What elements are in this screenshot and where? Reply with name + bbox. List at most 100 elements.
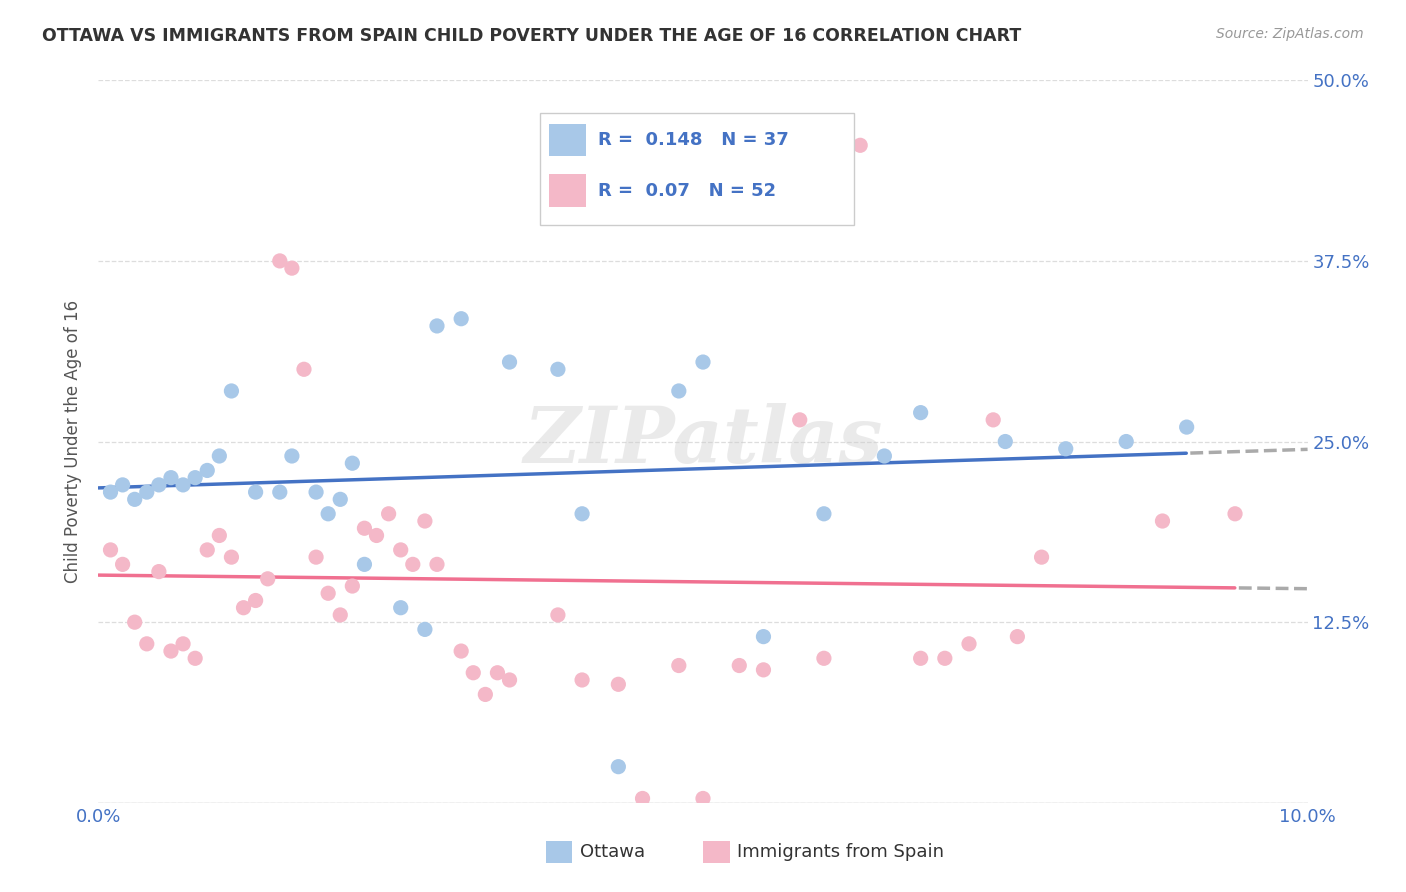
Point (148, 565, 170, 579)
Point (184, 651, 207, 665)
Point (413, 514, 436, 528)
Point (329, 607, 352, 622)
Point (571, 673, 593, 687)
Point (910, 651, 932, 665)
Point (221, 550, 243, 565)
Point (607, 677, 630, 691)
Point (148, 478, 170, 492)
Point (873, 449, 896, 463)
Point (389, 600, 412, 615)
Point (474, 687, 496, 701)
Point (486, 665, 509, 680)
Point (571, 507, 593, 521)
Point (498, 673, 520, 687)
Point (910, 406, 932, 420)
Point (981, 413, 1004, 427)
Point (1223, 507, 1246, 521)
Point (353, 521, 375, 535)
Point (111, 558, 134, 572)
Text: R =  0.07   N = 52: R = 0.07 N = 52 (598, 182, 776, 200)
Point (668, 384, 690, 398)
Point (245, 485, 267, 500)
Point (281, 449, 304, 463)
Point (994, 434, 1017, 449)
Point (135, 637, 157, 651)
Point (463, 665, 485, 680)
Point (692, 355, 714, 369)
Point (752, 630, 775, 644)
Point (100, 542, 122, 557)
Point (269, 485, 291, 500)
Point (366, 528, 388, 542)
FancyBboxPatch shape (703, 841, 730, 863)
Point (1175, 420, 1198, 434)
Point (135, 485, 157, 500)
Point (208, 449, 231, 463)
Point (389, 542, 412, 557)
Point (124, 492, 146, 507)
Point (195, 463, 218, 477)
Point (789, 413, 811, 427)
Point (631, 791, 654, 805)
Point (450, 311, 472, 326)
Point (668, 658, 690, 673)
Point (692, 791, 714, 805)
Point (426, 558, 449, 572)
Point (413, 623, 436, 637)
Point (269, 253, 291, 268)
Point (752, 663, 775, 677)
Point (292, 362, 315, 376)
Y-axis label: Child Poverty Under the Age of 16: Child Poverty Under the Age of 16 (65, 300, 83, 583)
Point (934, 651, 956, 665)
Point (342, 579, 364, 593)
Point (100, 485, 122, 500)
FancyBboxPatch shape (546, 841, 572, 863)
Point (305, 550, 328, 565)
Point (957, 637, 980, 651)
Point (221, 384, 243, 398)
Point (450, 644, 472, 658)
Text: Source: ZipAtlas.com: Source: ZipAtlas.com (1216, 27, 1364, 41)
Point (208, 528, 231, 542)
Point (329, 492, 352, 507)
Point (547, 607, 569, 622)
Point (813, 651, 835, 665)
Point (172, 478, 194, 492)
Text: Ottawa: Ottawa (579, 843, 645, 861)
Point (111, 478, 134, 492)
Text: Immigrants from Spain: Immigrants from Spain (737, 843, 943, 861)
Point (377, 507, 399, 521)
Text: R =  0.148   N = 37: R = 0.148 N = 37 (598, 131, 789, 149)
Point (316, 586, 339, 600)
Point (607, 760, 630, 774)
Point (124, 615, 146, 630)
Text: ZIPatlas: ZIPatlas (523, 403, 883, 480)
Point (245, 593, 267, 607)
Point (498, 355, 520, 369)
Point (1007, 630, 1029, 644)
Point (160, 644, 183, 658)
Point (160, 470, 183, 484)
FancyBboxPatch shape (550, 174, 586, 207)
Point (1031, 550, 1053, 565)
Point (1152, 514, 1174, 528)
Point (342, 456, 364, 470)
Point (547, 362, 569, 376)
Point (849, 138, 872, 153)
Point (232, 600, 254, 615)
Point (256, 572, 278, 586)
Point (281, 261, 304, 276)
Point (172, 637, 194, 651)
Point (316, 507, 339, 521)
Point (1115, 434, 1137, 449)
Point (195, 542, 218, 557)
FancyBboxPatch shape (550, 124, 586, 156)
Point (728, 658, 751, 673)
Point (305, 485, 328, 500)
Point (1054, 442, 1077, 456)
Point (353, 558, 375, 572)
Point (813, 507, 835, 521)
Text: OTTAWA VS IMMIGRANTS FROM SPAIN CHILD POVERTY UNDER THE AGE OF 16 CORRELATION CH: OTTAWA VS IMMIGRANTS FROM SPAIN CHILD PO… (42, 27, 1021, 45)
Point (184, 470, 207, 484)
Point (426, 318, 449, 333)
